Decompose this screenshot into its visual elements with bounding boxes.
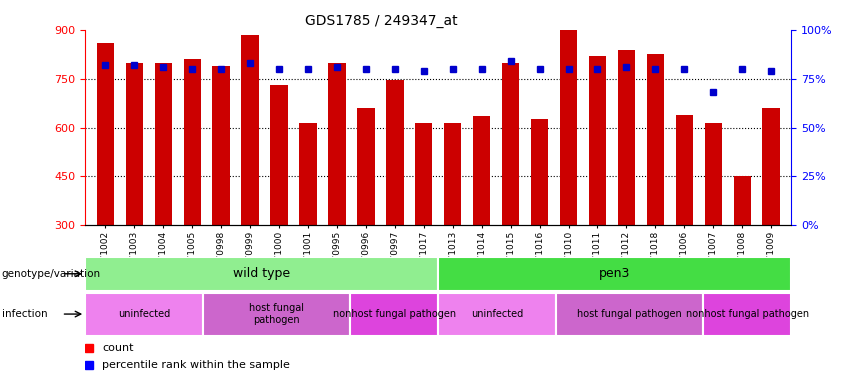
Bar xyxy=(647,54,664,225)
Bar xyxy=(155,63,172,225)
Text: wild type: wild type xyxy=(233,267,290,280)
Bar xyxy=(126,63,143,225)
Bar xyxy=(676,114,693,225)
Text: uninfected: uninfected xyxy=(471,309,523,319)
Bar xyxy=(328,63,346,225)
Bar xyxy=(438,292,556,336)
Bar xyxy=(350,292,438,336)
Bar xyxy=(444,123,461,225)
Bar xyxy=(213,66,230,225)
Bar xyxy=(502,63,519,225)
Bar xyxy=(531,119,548,225)
Bar xyxy=(271,85,288,225)
Text: nonhost fungal pathogen: nonhost fungal pathogen xyxy=(333,309,455,319)
Bar xyxy=(734,176,751,225)
Bar xyxy=(589,56,606,225)
Text: percentile rank within the sample: percentile rank within the sample xyxy=(102,360,290,369)
Text: pen3: pen3 xyxy=(599,267,631,280)
Text: genotype/variation: genotype/variation xyxy=(2,269,100,279)
Text: nonhost fungal pathogen: nonhost fungal pathogen xyxy=(686,309,808,319)
Bar xyxy=(203,292,350,336)
Bar xyxy=(85,292,203,336)
Bar xyxy=(556,292,703,336)
Bar xyxy=(386,80,403,225)
Bar xyxy=(438,257,791,291)
Bar xyxy=(85,257,438,291)
Bar xyxy=(560,30,577,225)
Bar xyxy=(473,116,490,225)
Bar xyxy=(415,123,432,225)
Bar xyxy=(357,108,374,225)
Text: host fungal pathogen: host fungal pathogen xyxy=(577,309,682,319)
Bar xyxy=(300,123,317,225)
Text: uninfected: uninfected xyxy=(117,309,170,319)
Title: GDS1785 / 249347_at: GDS1785 / 249347_at xyxy=(306,13,458,28)
Text: infection: infection xyxy=(2,309,48,319)
Bar xyxy=(705,123,722,225)
Bar xyxy=(242,35,259,225)
Bar xyxy=(618,50,635,225)
Bar xyxy=(97,43,114,225)
Text: host fungal
pathogen: host fungal pathogen xyxy=(248,303,304,325)
Bar xyxy=(703,292,791,336)
Text: count: count xyxy=(102,343,134,352)
Bar xyxy=(762,108,780,225)
Bar xyxy=(184,59,201,225)
